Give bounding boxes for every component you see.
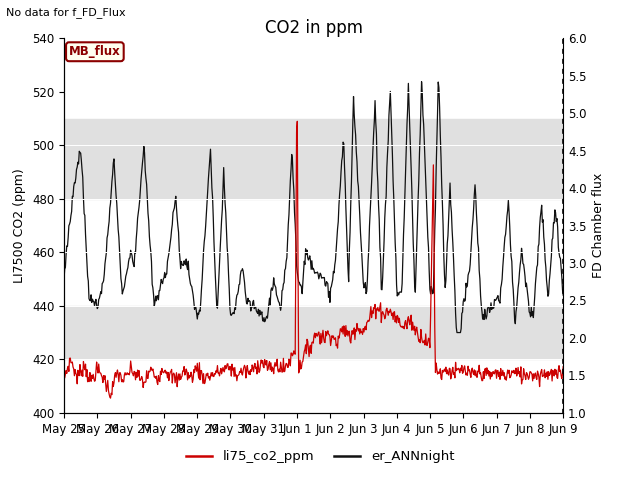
Title: CO2 in ppm: CO2 in ppm bbox=[264, 19, 363, 37]
Text: MB_flux: MB_flux bbox=[69, 45, 121, 58]
Y-axis label: LI7500 CO2 (ppm): LI7500 CO2 (ppm) bbox=[13, 168, 26, 283]
Y-axis label: FD Chamber flux: FD Chamber flux bbox=[592, 173, 605, 278]
Legend: li75_co2_ppm, er_ANNnight: li75_co2_ppm, er_ANNnight bbox=[180, 445, 460, 468]
Text: No data for f_FD_Flux: No data for f_FD_Flux bbox=[6, 7, 126, 18]
Bar bbox=[64, 119, 563, 199]
Bar bbox=[64, 306, 563, 360]
